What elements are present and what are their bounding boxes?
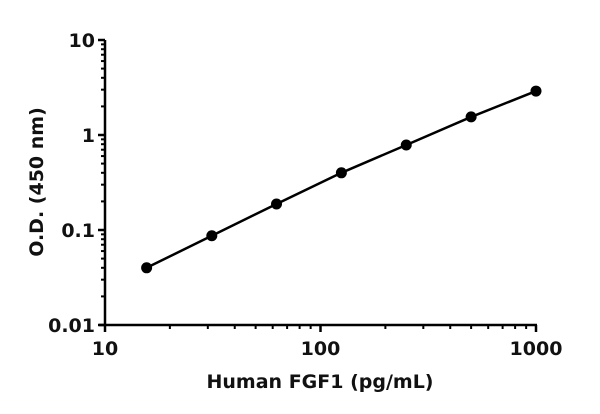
curve-line [146,89,537,269]
y-axis-title: O.D. (450 nm) [26,107,48,257]
x-tick-label: 100 [301,338,341,360]
y-tick-label: 1 [82,125,95,147]
data-point [400,139,412,151]
x-tick-label: 1000 [510,338,563,360]
data-point [335,167,347,179]
plot-area [141,85,542,274]
data-point [141,262,153,274]
y-tick-label: 0.01 [48,315,95,337]
data-point [530,85,542,97]
axes: 0.01 0.1 1 10 10 100 1000 [48,30,562,360]
data-point [206,230,218,242]
x-axis-title: Human FGF1 (pg/mL) [207,371,434,393]
x-tick-label: 10 [92,338,118,360]
data-point [271,198,283,210]
y-tick-label: 0.1 [61,220,95,242]
y-tick-label: 10 [69,30,95,52]
data-point [465,111,477,123]
